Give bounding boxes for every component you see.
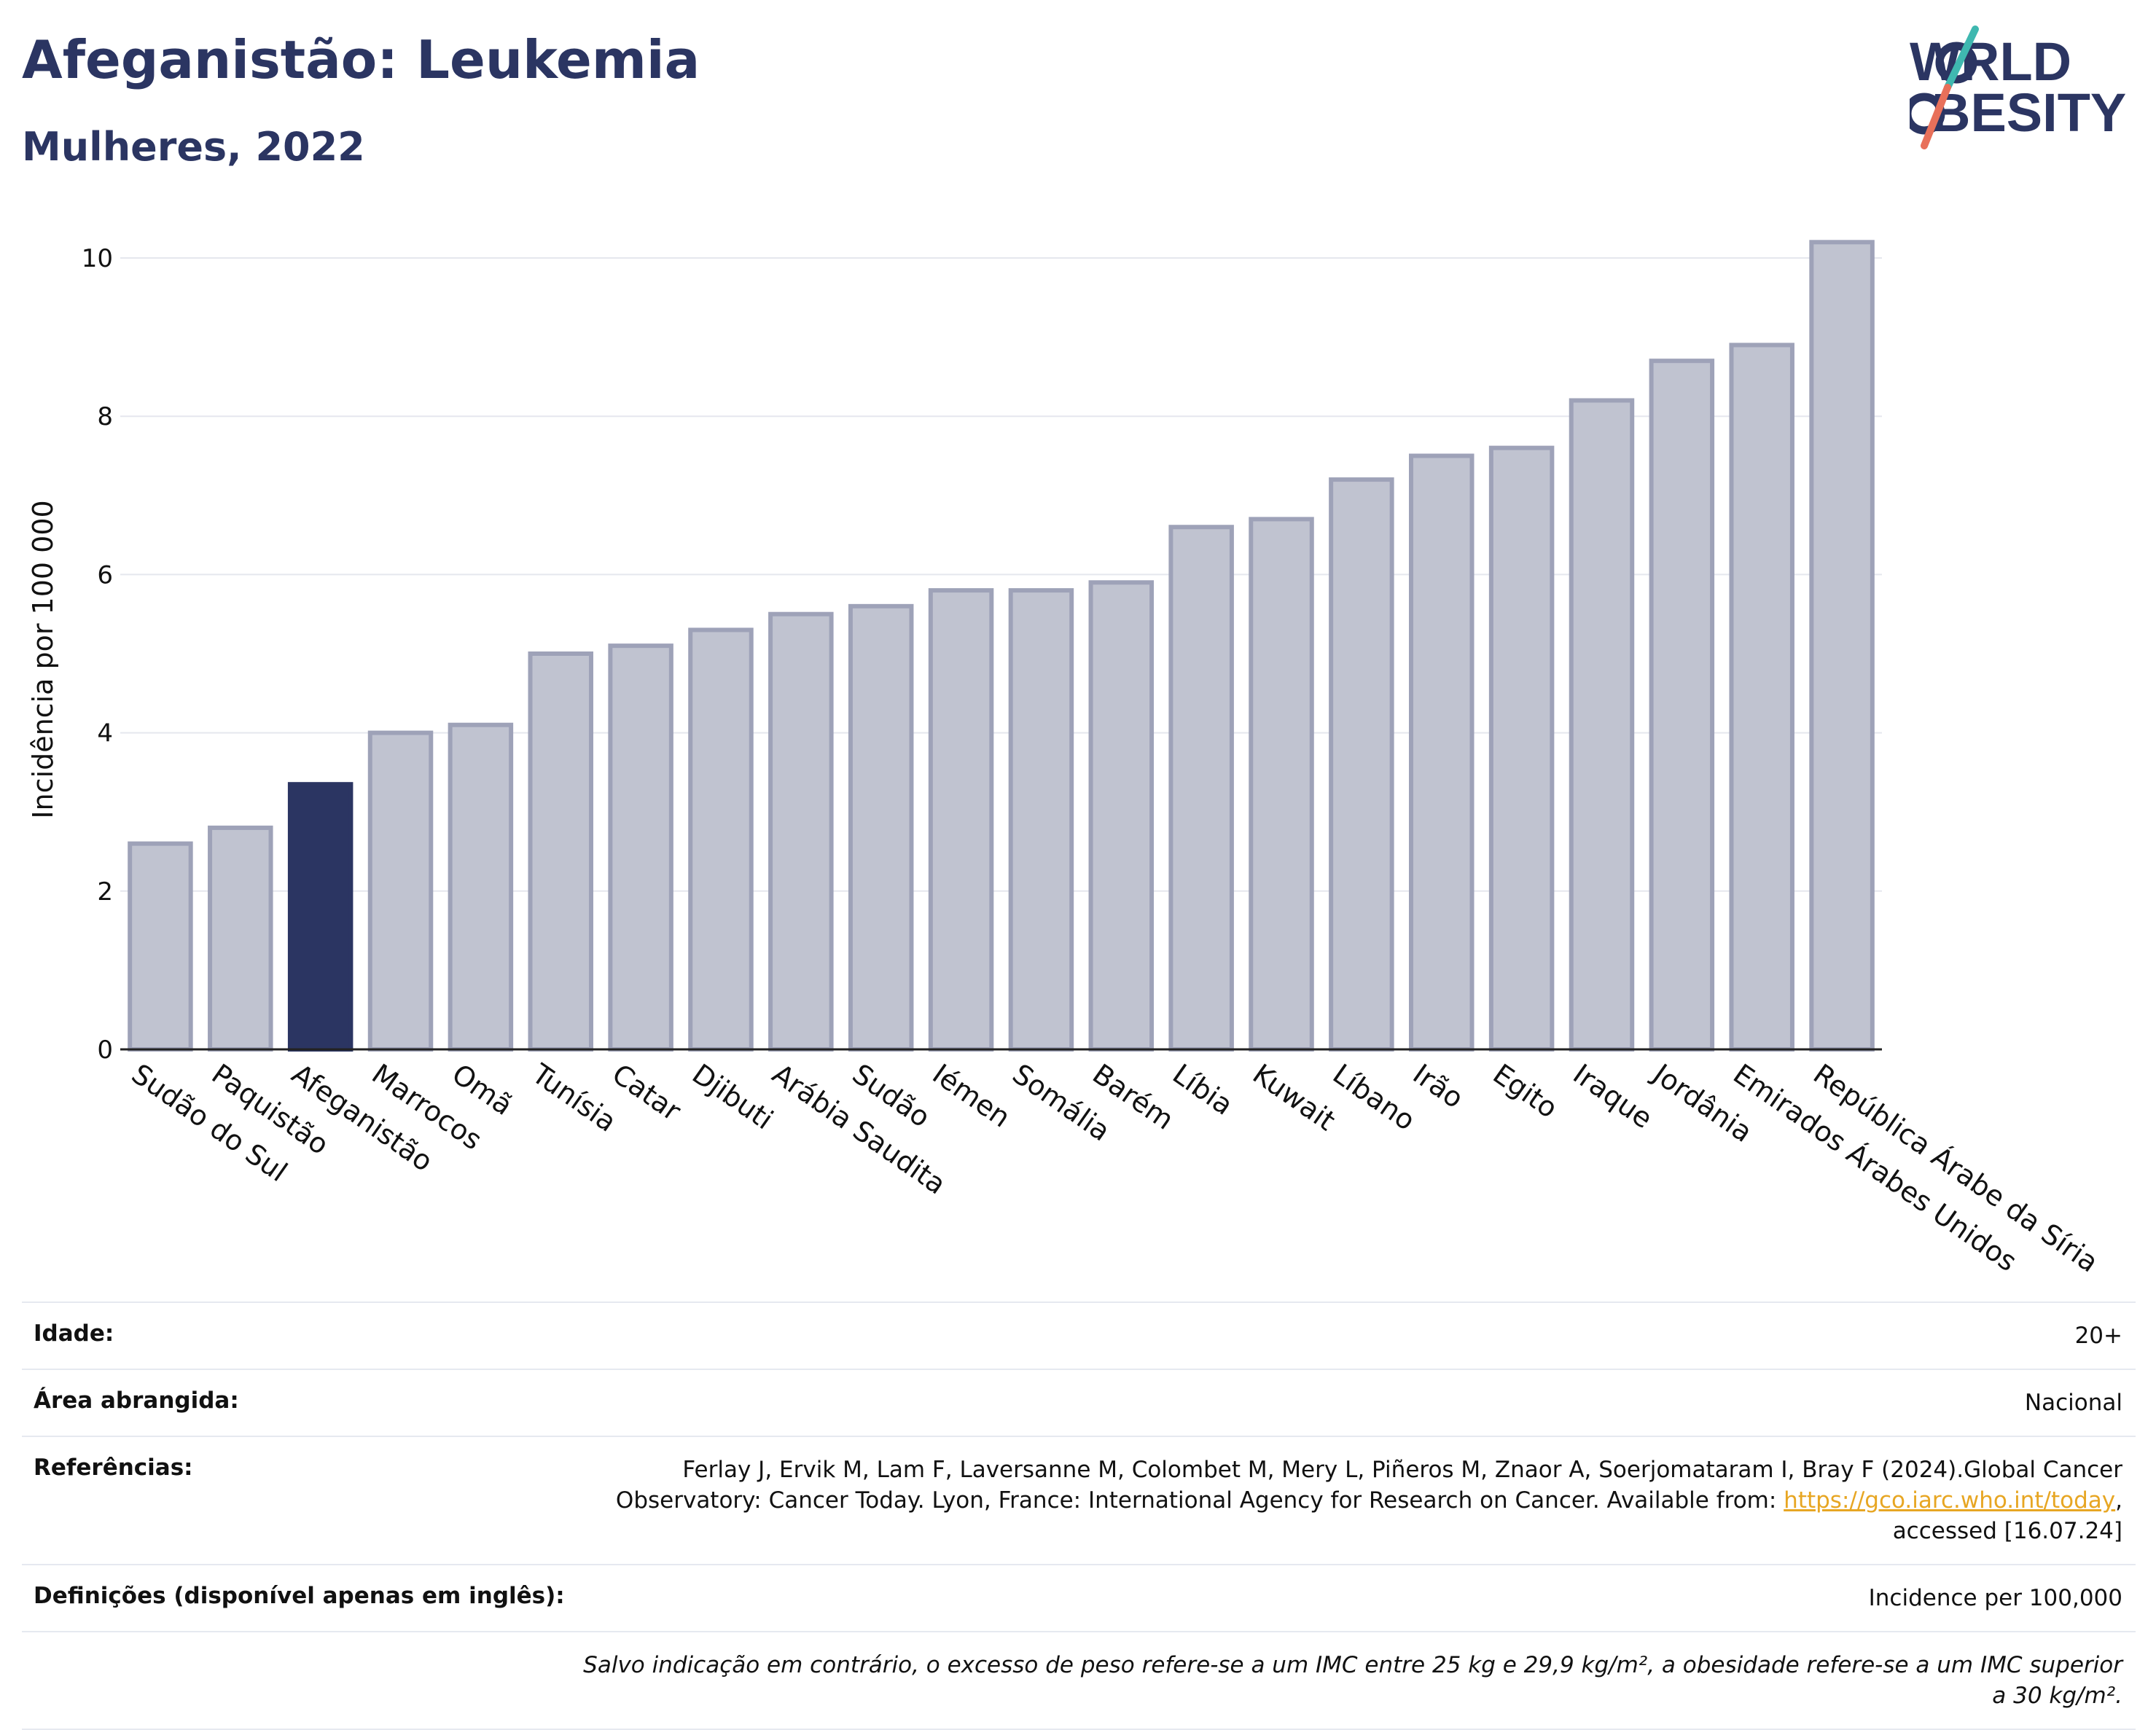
- info-row-definitions: Definições (disponível apenas em inglês)…: [22, 1564, 2136, 1631]
- y-tick-label: 0: [97, 1036, 113, 1065]
- bar-líbia: [1168, 525, 1234, 1052]
- x-tick-label: Iraque: [1567, 1057, 1658, 1135]
- bar-tunísia: [528, 651, 593, 1052]
- references-text: Ferlay J, Ervik M, Lam F, Laversanne M, …: [615, 1457, 2122, 1514]
- bar-arábia-saudita: [768, 611, 834, 1052]
- bar-paquistão: [208, 825, 273, 1052]
- bar-república-árabe-da-síria: [1809, 240, 1875, 1052]
- x-tick-label: Líbano: [1327, 1057, 1421, 1137]
- y-axis-label: Incidência por 100 000: [27, 500, 59, 818]
- info-row-references: Referências: Ferlay J, Ervik M, Lam F, L…: [22, 1436, 2136, 1564]
- bar-iraque: [1569, 398, 1635, 1052]
- y-tick-label: 6: [97, 560, 113, 590]
- y-tick-label: 8: [97, 402, 113, 431]
- bar-emirados-árabes-unidos: [1729, 343, 1794, 1052]
- y-tick-label: 10: [82, 244, 113, 273]
- bar-omã: [448, 722, 514, 1052]
- x-tick-label: Kuwait: [1247, 1057, 1341, 1137]
- bar-líbano: [1329, 477, 1394, 1052]
- world-obesity-logo: W RLD BESITY: [1910, 26, 2126, 149]
- references-label: Referências:: [34, 1455, 193, 1481]
- bar-somália: [1008, 588, 1074, 1052]
- bar-kuwait: [1249, 517, 1314, 1052]
- svg-text:RLD: RLD: [1961, 31, 2071, 92]
- age-label: Idade:: [34, 1320, 114, 1347]
- references-link[interactable]: https://gco.iarc.who.int/today: [1784, 1487, 2116, 1514]
- area-value: Nacional: [2024, 1390, 2122, 1416]
- bar-marrocos: [367, 730, 434, 1052]
- definitions-value: Incidence per 100,000: [1868, 1585, 2122, 1611]
- bar-afeganistão: [287, 782, 354, 1052]
- svg-text:BESITY: BESITY: [1932, 82, 2126, 143]
- x-tick-label: Djibuti: [687, 1057, 779, 1135]
- bar-iémen: [928, 588, 994, 1052]
- info-table: Idade: 20+ Área abrangida: Nacional Refe…: [22, 1302, 2136, 1730]
- info-row-area: Área abrangida: Nacional: [22, 1369, 2136, 1436]
- x-tick-label: Egito: [1487, 1057, 1563, 1124]
- area-label: Área abrangida:: [34, 1387, 239, 1414]
- references-value: Ferlay J, Ervik M, Lam F, Laversanne M, …: [577, 1455, 2122, 1546]
- page-subtitle: Mulheres, 2022: [22, 124, 365, 170]
- x-tick-label: Irão: [1407, 1057, 1469, 1114]
- x-tick-label: Iémen: [926, 1057, 1016, 1133]
- footnote: Salvo indicação em contrário, o excesso …: [583, 1652, 2122, 1709]
- age-value: 20+: [2074, 1323, 2122, 1349]
- page-title: Afeganistão: Leukemia: [22, 29, 700, 90]
- bar-barém: [1088, 580, 1155, 1052]
- bar-djibuti: [688, 627, 754, 1052]
- bar-jordânia: [1649, 359, 1715, 1052]
- info-row-note: Salvo indicação em contrário, o excesso …: [22, 1631, 2136, 1730]
- x-tick-label: Tunísia: [526, 1057, 622, 1138]
- bar-egito: [1488, 445, 1555, 1052]
- bar-sudão-do-sul: [128, 841, 193, 1052]
- bar-sudão: [848, 603, 914, 1052]
- bar-irão: [1409, 453, 1475, 1052]
- references-suffix: , accessed [16.07.24]: [1892, 1487, 2122, 1544]
- y-tick-label: 2: [97, 877, 113, 907]
- y-tick-label: 4: [97, 719, 113, 748]
- bar-catar: [608, 643, 673, 1052]
- info-row-age: Idade: 20+: [22, 1302, 2136, 1369]
- definitions-label: Definições (disponível apenas em inglês)…: [34, 1583, 565, 1609]
